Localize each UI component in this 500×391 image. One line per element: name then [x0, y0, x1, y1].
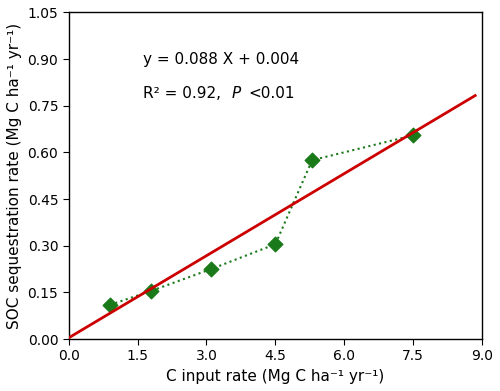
Point — [207, 266, 215, 272]
Text: P: P — [232, 86, 241, 101]
Point — [106, 302, 114, 308]
Point — [409, 132, 417, 138]
X-axis label: C input rate (Mg C ha⁻¹ yr⁻¹): C input rate (Mg C ha⁻¹ yr⁻¹) — [166, 369, 384, 384]
Point — [272, 241, 280, 248]
Point — [308, 157, 316, 163]
Text: R² = 0.92,: R² = 0.92, — [143, 86, 226, 101]
Y-axis label: SOC sequestration rate (Mg C ha⁻¹ yr⁻¹): SOC sequestration rate (Mg C ha⁻¹ yr⁻¹) — [7, 23, 22, 329]
Point — [148, 288, 156, 294]
Text: <0.01: <0.01 — [248, 86, 295, 101]
Text: y = 0.088 X + 0.004: y = 0.088 X + 0.004 — [143, 52, 299, 66]
